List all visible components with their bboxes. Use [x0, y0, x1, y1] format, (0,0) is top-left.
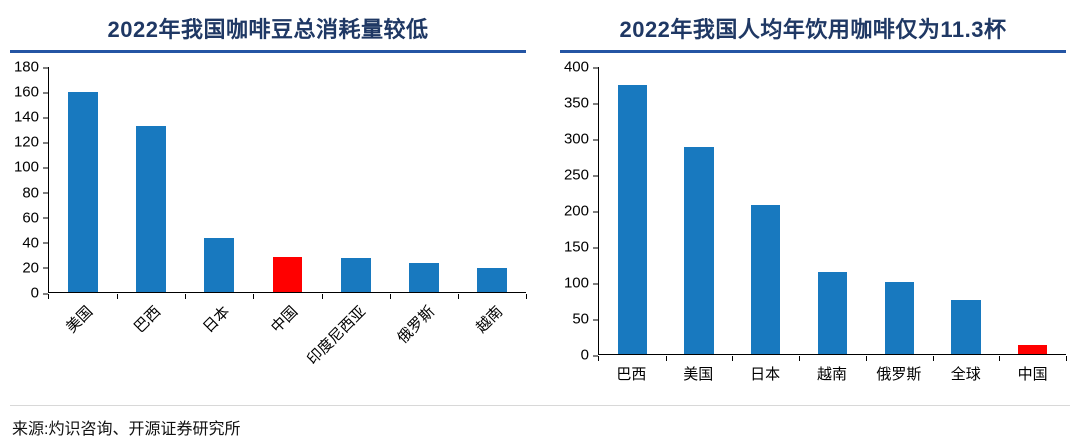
bar-cell [732, 67, 800, 361]
per-capita-coffee-chart: 2022年我国人均年饮用咖啡仅为11.3杯 0 50 100 150 200 250 300… [560, 8, 1067, 389]
bar-cell [253, 67, 323, 299]
y-tick-label: 100 [13, 158, 49, 176]
bar-日本 [204, 238, 235, 292]
y-axis: 0 20 40 60 80 100 120 140 160 180 [10, 60, 49, 301]
bar-全球 [951, 300, 981, 354]
y-tick-label: 60 [22, 209, 48, 227]
bar-俄罗斯 [408, 263, 439, 292]
bar-cell [666, 67, 734, 361]
y-tick-label: 50 [572, 310, 598, 328]
y-tick-label: 250 [563, 166, 599, 184]
title-underline [560, 50, 1066, 53]
y-tick-label: 80 [22, 184, 48, 202]
bar-印度尼西亚 [340, 258, 371, 292]
y-tick-label: 350 [563, 94, 599, 112]
bar-俄罗斯 [884, 282, 914, 354]
chart-title: 2022年我国咖啡豆总消耗量较低 [107, 17, 429, 42]
charts-row: 2022年我国咖啡豆总消耗量较低 0 20 40 60 80 100 120 140 160 18… [10, 8, 1067, 389]
plot-area: 0 50 100 150 200 250 300 350 400 巴西 美国 日本 越南 俄罗斯 全球 中国 [560, 60, 1067, 389]
y-tick-label: 100 [563, 274, 599, 292]
plot-column: 美国 巴西 日本 中国 印度尼西亚 俄罗斯 越南 [47, 67, 528, 381]
x-tick-label: 中国 [267, 303, 302, 337]
bar-cell [598, 67, 667, 361]
y-tick-label: 150 [563, 238, 599, 256]
bar-cell [390, 67, 459, 299]
x-tick-label: 巴西 [131, 303, 165, 337]
y-tick-label: 140 [13, 108, 49, 126]
bar-中国 [272, 257, 303, 292]
bar-cell [322, 67, 391, 299]
x-tick-label: 越南 [817, 366, 848, 383]
y-tick-label: 180 [13, 58, 49, 76]
x-tick-label: 全球 [950, 366, 981, 383]
bars-area [598, 67, 1067, 361]
x-tick-label: 俄罗斯 [876, 366, 922, 383]
y-tick-label: 0 [30, 284, 49, 302]
y-axis: 0 50 100 150 200 250 300 350 400 [560, 60, 599, 363]
y-tick-label: 200 [563, 202, 599, 220]
y-tick-label: 400 [563, 58, 599, 76]
bar-cell [866, 67, 934, 361]
y-tick-label: 120 [13, 133, 49, 151]
y-tick-label: 40 [22, 234, 48, 252]
bar-美国 [684, 147, 714, 354]
y-tick-label: 300 [563, 130, 599, 148]
bar-巴西 [617, 84, 648, 354]
x-tick-label: 日本 [750, 366, 781, 383]
bar-美国 [68, 92, 99, 292]
y-tick-label: 20 [22, 259, 48, 277]
coffee-bean-consumption-chart: 2022年我国咖啡豆总消耗量较低 0 20 40 60 80 100 120 140 160 18… [10, 8, 528, 389]
x-tick-label: 巴西 [616, 366, 647, 383]
x-tick-label: 中国 [1017, 366, 1048, 383]
x-tick-label: 越南 [472, 303, 506, 337]
bar-巴西 [136, 125, 167, 292]
x-tick-label: 美国 [683, 366, 714, 383]
bars-area [47, 67, 528, 299]
bar-cell [185, 67, 255, 299]
bar-越南 [476, 268, 507, 292]
x-tick-label: 美国 [63, 303, 97, 337]
source-note: 来源:灼识咨询、开源证券研究所 [10, 405, 1070, 441]
x-axis-labels: 巴西 美国 日本 越南 俄罗斯 全球 中国 [598, 355, 1066, 389]
x-tick-label: 日本 [199, 303, 233, 337]
bar-越南 [817, 271, 848, 354]
bar-cell [999, 67, 1067, 361]
plot-column: 巴西 美国 日本 越南 俄罗斯 全球 中国 [598, 67, 1067, 389]
bar-cell [799, 67, 867, 361]
y-tick-label: 0 [580, 346, 599, 364]
title-underline [10, 50, 526, 53]
bar-cell [47, 67, 119, 299]
bar-cell [933, 67, 1001, 361]
x-axis-labels: 美国 巴西 日本 中国 印度尼西亚 俄罗斯 越南 [48, 293, 526, 381]
x-tick-label: 俄罗斯 [393, 303, 438, 347]
x-tick-label: 印度尼西亚 [304, 303, 370, 369]
bar-中国 [1018, 345, 1048, 354]
chart-title: 2022年我国人均年饮用咖啡仅为11.3杯 [619, 17, 1007, 42]
bar-日本 [751, 205, 781, 354]
y-tick-label: 160 [13, 83, 49, 101]
bar-cell [117, 67, 187, 299]
bar-cell [458, 67, 528, 299]
plot-area: 0 20 40 60 80 100 120 140 160 180 美国 巴西 日本 中国 印度尼西亚 俄罗… [10, 60, 528, 381]
